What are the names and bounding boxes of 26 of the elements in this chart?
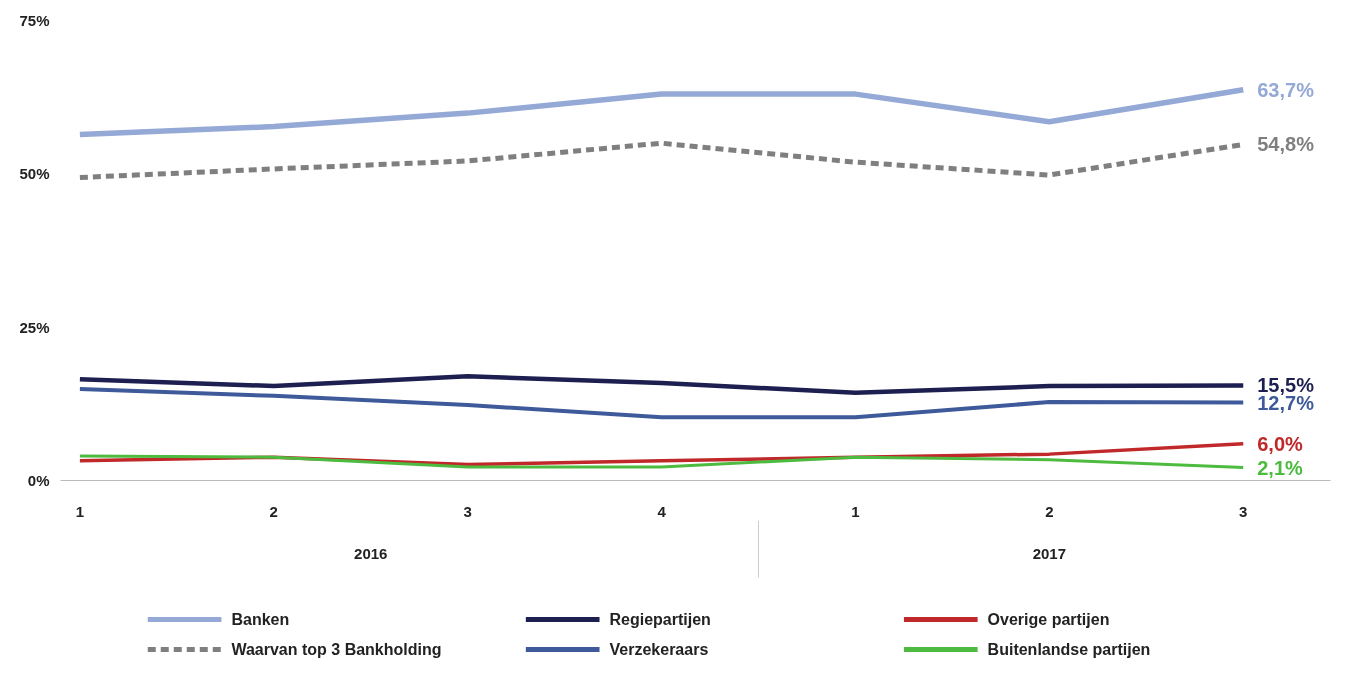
x-tick-label: 3 [463,502,472,520]
line-series [78,454,1245,470]
data-label: 54,8% [1257,133,1315,156]
x-tick-label: 1 [75,502,85,520]
legend-label: Regiepartijen [609,611,711,628]
text: 2016 [354,544,388,562]
legend-label: Waarvan top 3 Bankholding [231,641,442,658]
data-label: 2,1% [1257,456,1304,479]
x-tick-label: 1 [851,502,860,520]
legend-label: Overige partijen [987,611,1110,628]
line-series [77,373,1246,396]
line-series [77,387,1246,420]
legend-label: Banken [231,611,290,628]
x-tick-label: 3 [1239,502,1248,520]
x-tick-label: 2 [269,502,278,520]
y-tick-label: 0% [27,472,50,489]
x-tick-label: 2 [1045,502,1054,520]
legend-label: Buitenlandse partijen [987,641,1151,658]
y-tick-label: 75% [19,12,50,29]
x-tick-label: 4 [657,502,667,520]
data-label: 63,7% [1257,78,1315,101]
y-tick-label: 25% [19,318,50,336]
y-tick-label: 50% [19,165,50,183]
legend-label: Verzekeraars [609,641,709,658]
text: 2017 [1032,544,1067,562]
data-label: 6,0% [1257,432,1304,455]
